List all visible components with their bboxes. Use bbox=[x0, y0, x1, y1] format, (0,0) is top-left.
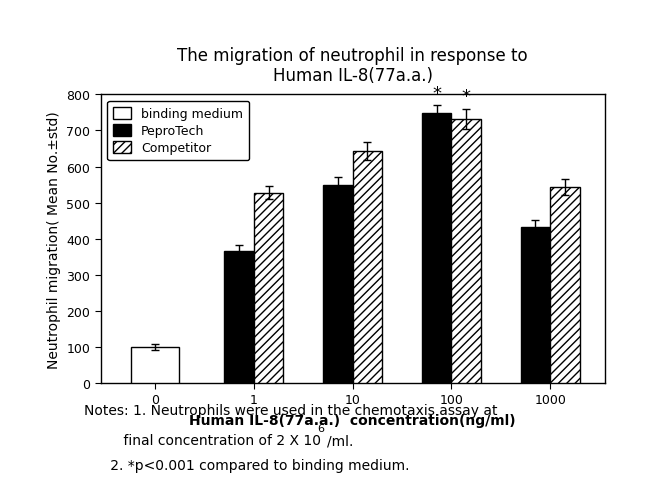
X-axis label: Human IL-8(77a.a.)  concentration(ng/ml): Human IL-8(77a.a.) concentration(ng/ml) bbox=[189, 413, 516, 427]
Bar bbox=[131, 347, 179, 383]
Text: /ml.: /ml. bbox=[327, 433, 354, 447]
Bar bbox=[323, 185, 352, 383]
Bar bbox=[254, 193, 283, 383]
Text: 6: 6 bbox=[317, 423, 324, 433]
Text: Notes: 1. Neutrophils were used in the chemotaxis assay at: Notes: 1. Neutrophils were used in the c… bbox=[84, 403, 498, 417]
Bar bbox=[224, 252, 254, 383]
Text: *: * bbox=[432, 85, 441, 102]
Bar bbox=[352, 152, 382, 383]
Legend: binding medium, PeproTech, Competitor: binding medium, PeproTech, Competitor bbox=[107, 101, 249, 161]
Title: The migration of neutrophil in response to
Human IL-8(77a.a.): The migration of neutrophil in response … bbox=[177, 47, 528, 85]
Text: *: * bbox=[462, 88, 471, 106]
Bar bbox=[550, 188, 580, 383]
Text: 2. *p<0.001 compared to binding medium.: 2. *p<0.001 compared to binding medium. bbox=[84, 458, 410, 472]
Y-axis label: Neutrophil migration( Mean No.±std): Neutrophil migration( Mean No.±std) bbox=[47, 111, 61, 368]
Bar bbox=[422, 114, 451, 383]
Bar bbox=[521, 227, 550, 383]
Text: final concentration of 2 X 10: final concentration of 2 X 10 bbox=[84, 433, 322, 447]
Bar bbox=[451, 120, 481, 383]
